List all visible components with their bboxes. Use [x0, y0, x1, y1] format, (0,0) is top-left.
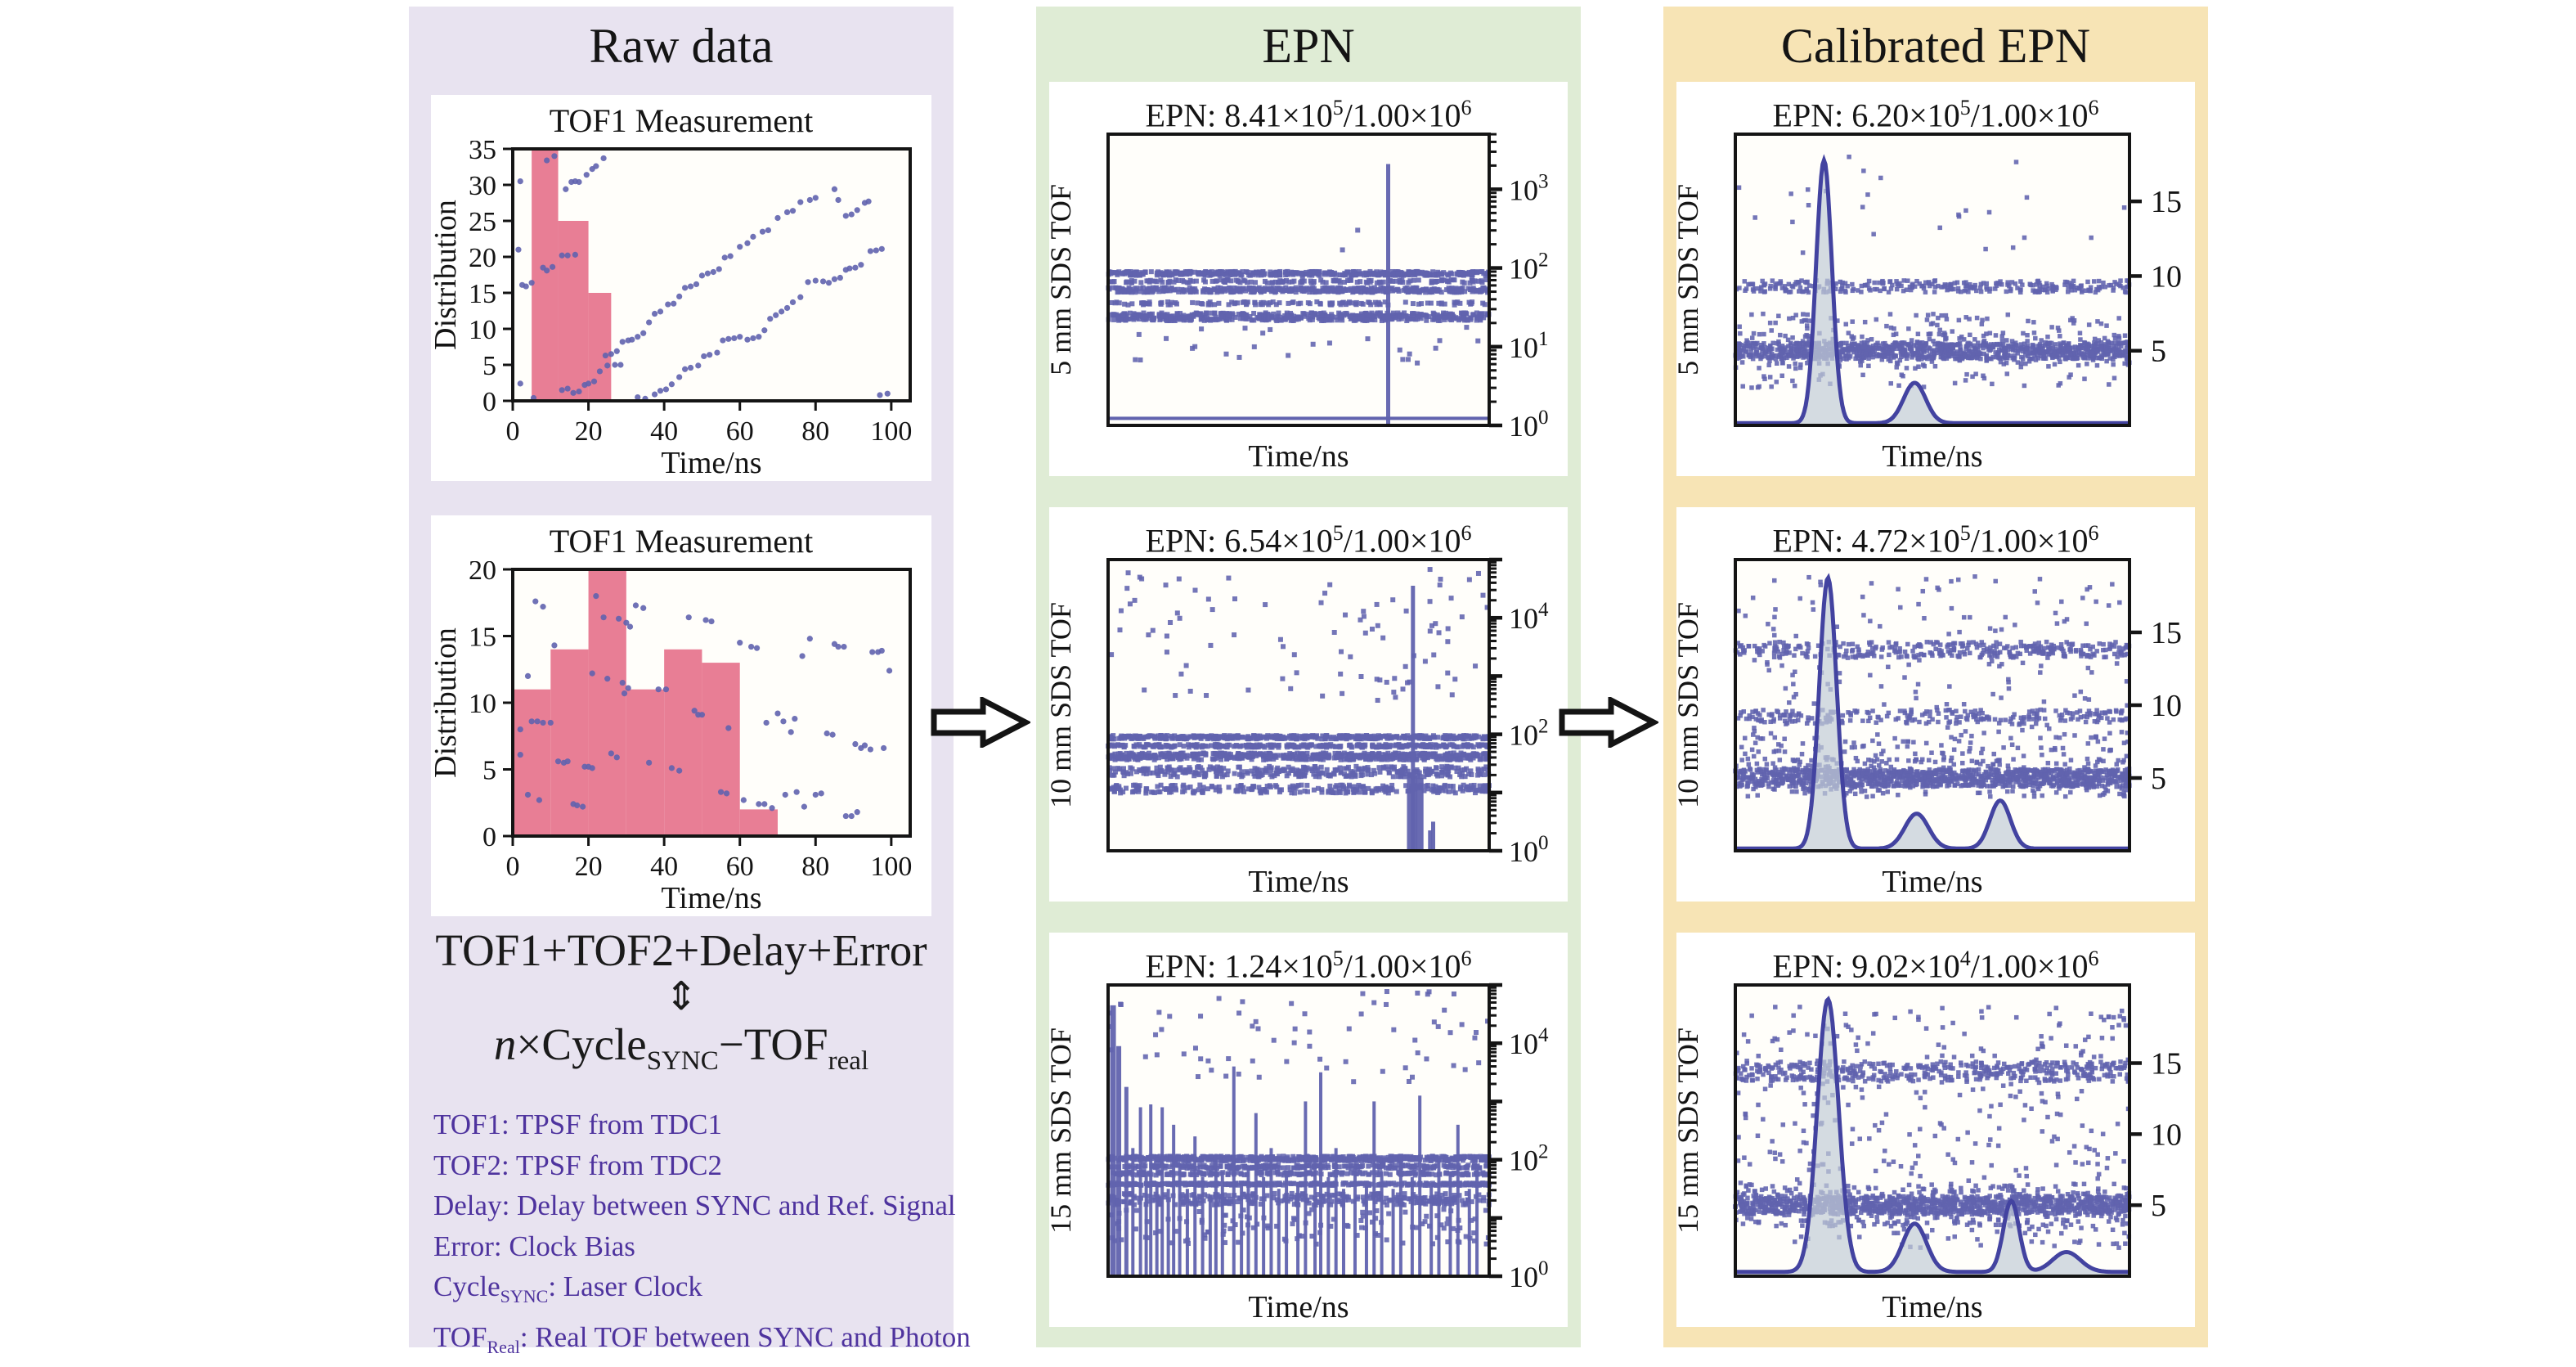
svg-text:102: 102 — [1509, 716, 1549, 752]
axis-ticks — [2129, 632, 2142, 778]
definition-item: TOF2: TPSF from TDC2 — [433, 1145, 971, 1186]
definition-item: CycleSYNC: Laser Clock — [433, 1266, 971, 1317]
svg-text:80: 80 — [801, 852, 829, 882]
svg-text:5: 5 — [482, 351, 496, 381]
svg-text:10: 10 — [469, 315, 496, 345]
svg-text:103: 103 — [1509, 170, 1549, 206]
plot-card-epn1: EPN: 8.41×105/1.00×106 100 101 102 103 Time/… — [1049, 82, 1568, 476]
svg-text:0: 0 — [482, 822, 496, 852]
plot-card-raw2: TOF1 Measurement 0 20 40 60 80 100 0 5 10 15 20 Tim… — [431, 515, 931, 916]
svg-text:5: 5 — [482, 756, 496, 786]
svg-text:15: 15 — [469, 623, 496, 653]
svg-text:100: 100 — [1509, 407, 1549, 443]
plot-title-epn2: EPN: 6.54×105/1.00×106 — [1049, 514, 1568, 553]
svg-text:35: 35 — [469, 141, 496, 165]
svg-text:102: 102 — [1509, 250, 1549, 286]
plot-title-epn1: EPN: 8.41×105/1.00×106 — [1049, 88, 1568, 128]
svg-text:80: 80 — [801, 416, 829, 447]
panel-epn-title: EPN — [1036, 7, 1581, 74]
plot-title-raw2: TOF1 Measurement — [431, 522, 931, 561]
svg-text:0: 0 — [482, 387, 496, 417]
svg-text:Distribution: Distribution — [431, 200, 463, 350]
svg-text:Time/ns: Time/ns — [661, 881, 761, 915]
svg-text:25: 25 — [469, 207, 496, 237]
plot-title-cal1: EPN: 6.20×105/1.00×106 — [1676, 88, 2195, 128]
svg-text:101: 101 — [1509, 328, 1549, 364]
svg-text:0: 0 — [506, 852, 520, 882]
svg-text:20: 20 — [575, 416, 603, 447]
panel-cal-title: Calibrated EPN — [1663, 7, 2208, 74]
log-axis-ticks — [1489, 134, 1502, 425]
chart-epn2: 100 102 104 Time/ns 10 mm SDS TOF — [1049, 553, 1568, 900]
axis-ticks — [2129, 1063, 2142, 1206]
svg-text:60: 60 — [726, 852, 754, 882]
svg-text:100: 100 — [870, 416, 912, 447]
svg-text:5 mm SDS TOF: 5 mm SDS TOF — [1049, 184, 1077, 375]
plot-title-cal2: EPN: 4.72×105/1.00×106 — [1676, 514, 2195, 553]
plot-card-raw1: TOF1 Measurement 0 20 40 60 80 100 0 5 10 15 20 25 3… — [431, 95, 931, 481]
equation-line-1: TOF1+TOF2+Delay+Error — [409, 924, 954, 976]
equation-line-2: n×CycleSYNC−TOFreal — [409, 1019, 954, 1077]
svg-text:10: 10 — [469, 689, 496, 719]
svg-text:104: 104 — [1509, 599, 1549, 635]
svg-text:40: 40 — [650, 852, 678, 882]
svg-text:Distribution: Distribution — [431, 627, 463, 778]
chart-epn1: 100 101 102 103 Time/ns 5 mm SDS TOF — [1049, 128, 1568, 474]
up-down-double-arrow-icon: ⇕ — [409, 976, 954, 1019]
svg-text:Time/ns: Time/ns — [661, 446, 761, 479]
plot-title-epn3: EPN: 1.24×105/1.00×106 — [1049, 939, 1568, 978]
svg-text:0: 0 — [506, 416, 520, 447]
definition-item: Error: Clock Bias — [433, 1226, 971, 1267]
equation-block: TOF1+TOF2+Delay+Error ⇕ n×CycleSYNC−TOFr… — [409, 924, 954, 1077]
plot-title-raw1: TOF1 Measurement — [431, 101, 931, 141]
svg-text:20: 20 — [575, 852, 603, 882]
panel-raw-title: Raw data — [409, 7, 954, 74]
svg-text:Time/ns: Time/ns — [1248, 865, 1349, 899]
flow-arrow-icon — [931, 697, 1030, 748]
svg-text:40: 40 — [650, 416, 678, 447]
definition-item: Delay: Delay between SYNC and Ref. Signa… — [433, 1185, 971, 1226]
log-axis-ticks — [1489, 985, 1502, 1276]
svg-text:100: 100 — [870, 852, 912, 882]
svg-text:30: 30 — [469, 171, 496, 201]
chart-raw1: 0 20 40 60 80 100 0 5 10 15 20 25 30 35 Time/ns Distrib… — [431, 141, 931, 479]
svg-text:20: 20 — [469, 561, 496, 586]
definition-item: TOF1: TPSF from TDC1 — [433, 1104, 971, 1145]
svg-text:10 mm SDS TOF: 10 mm SDS TOF — [1049, 602, 1077, 808]
flow-arrow-icon — [1559, 697, 1658, 748]
log-axis-ticks — [1489, 560, 1502, 851]
plot-title-cal3: EPN: 9.02×104/1.00×106 — [1676, 939, 2195, 978]
svg-text:60: 60 — [726, 416, 754, 447]
panel-epn: EPN EPN: 8.41×105/1.00×106 100 101 102 103 T… — [1036, 7, 1581, 1347]
svg-text:15: 15 — [469, 279, 496, 309]
svg-text:20: 20 — [469, 243, 496, 273]
svg-text:Time/ns: Time/ns — [1248, 439, 1349, 474]
svg-text:100: 100 — [1509, 832, 1549, 868]
definition-item: TOFReal: Real TOF between SYNC and Photo… — [433, 1317, 971, 1367]
axis-ticks — [2129, 201, 2142, 351]
chart-raw2: 0 20 40 60 80 100 0 5 10 15 20 Time/ns Distribution — [431, 561, 931, 915]
